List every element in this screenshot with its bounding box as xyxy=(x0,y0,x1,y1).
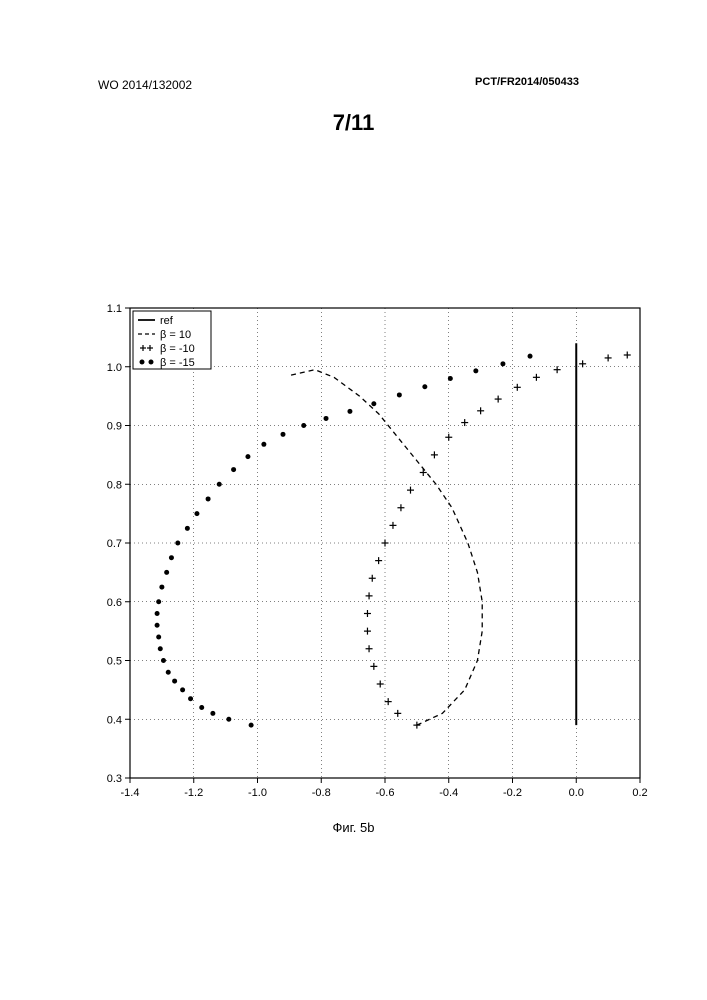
svg-text:β = 10: β = 10 xyxy=(160,329,191,341)
svg-text:-0.4: -0.4 xyxy=(439,787,458,799)
svg-text:-1.4: -1.4 xyxy=(121,787,140,799)
svg-text:0.6: 0.6 xyxy=(107,597,122,609)
svg-text:1.0: 1.0 xyxy=(107,362,122,374)
chart-figure-5b: -1.4 -1.2 -1.0 -0.8 -0.6 -0.4 -0.2 0.0 0.2 0.3 0.4… xyxy=(90,298,650,808)
header-publication: WO 2014/132002 xyxy=(98,78,192,92)
svg-text:-1.0: -1.0 xyxy=(248,787,267,799)
svg-text:0.4: 0.4 xyxy=(107,714,122,726)
svg-text:0.3: 0.3 xyxy=(107,773,122,785)
svg-text:0.7: 0.7 xyxy=(107,538,122,550)
svg-text:0.5: 0.5 xyxy=(107,656,122,668)
svg-text:β = -15: β = -15 xyxy=(160,357,195,369)
svg-text:ref: ref xyxy=(160,315,174,327)
svg-text:1.1: 1.1 xyxy=(107,303,122,315)
svg-text:-0.6: -0.6 xyxy=(376,787,395,799)
header-pct: PCT/FR2014/050433 xyxy=(475,76,579,88)
svg-text:β = -10: β = -10 xyxy=(160,343,195,355)
svg-text:-1.2: -1.2 xyxy=(184,787,203,799)
svg-text:-0.2: -0.2 xyxy=(503,787,522,799)
svg-text:-0.8: -0.8 xyxy=(312,787,331,799)
svg-text:0.2: 0.2 xyxy=(632,787,647,799)
page-number: 7/11 xyxy=(333,110,375,136)
svg-text:0.9: 0.9 xyxy=(107,421,122,433)
svg-text:0.0: 0.0 xyxy=(569,787,584,799)
chart-svg: -1.4 -1.2 -1.0 -0.8 -0.6 -0.4 -0.2 0.0 0.2 0.3 0.4… xyxy=(90,298,650,808)
figure-caption: Фиг. 5b xyxy=(333,820,375,835)
svg-text:0.8: 0.8 xyxy=(107,479,122,491)
